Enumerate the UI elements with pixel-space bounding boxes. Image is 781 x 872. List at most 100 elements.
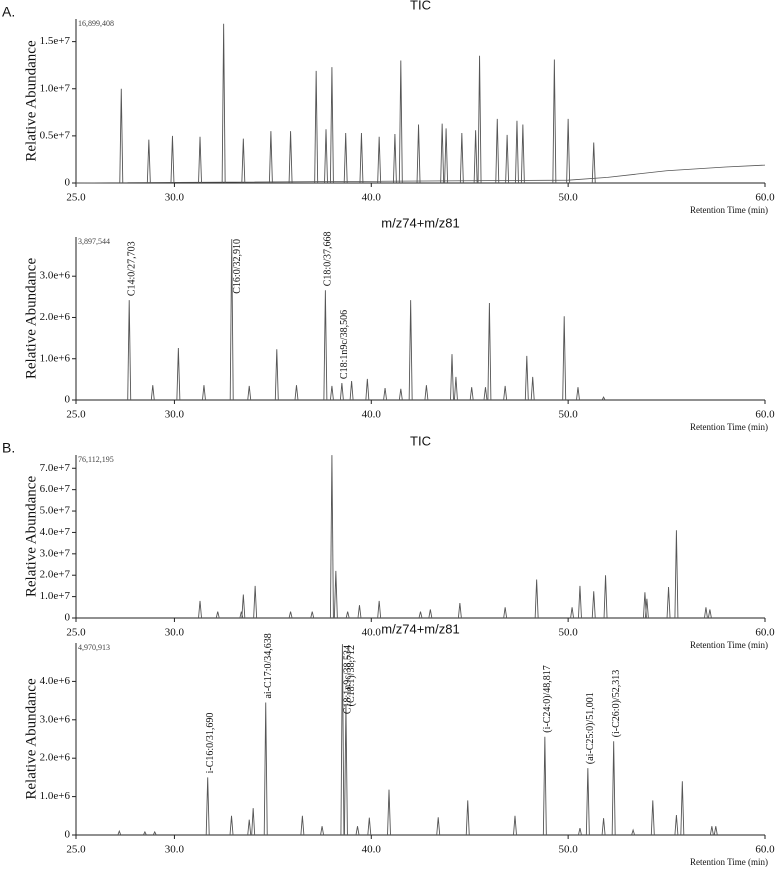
y-tick-label: 1.0e+6 <box>40 352 71 364</box>
peak-annotation: (i-C26:0)/52,313 <box>611 670 622 738</box>
x-tick-label: 30.0 <box>165 627 185 639</box>
peak <box>459 133 464 184</box>
chart-title: TIC <box>410 0 431 12</box>
peak <box>666 586 671 619</box>
x-tick-label: 25.0 <box>66 627 86 639</box>
x-tick-label: 40.0 <box>362 627 382 639</box>
peak <box>310 611 315 619</box>
peak <box>253 585 258 619</box>
peak <box>578 585 582 619</box>
peak <box>603 575 608 619</box>
peak <box>339 383 344 401</box>
x-tick-label: 60.0 <box>755 192 775 204</box>
x-tick-label: 60.0 <box>755 409 775 421</box>
peak <box>146 139 151 184</box>
peak <box>585 768 590 836</box>
peak <box>552 59 557 184</box>
peak <box>524 355 529 401</box>
x-tick-label: 30.0 <box>165 844 185 856</box>
peak <box>288 131 293 184</box>
peak <box>247 385 252 401</box>
peak <box>503 607 508 619</box>
peak <box>566 118 571 184</box>
y-tick-label: 4.0e+7 <box>40 526 71 538</box>
y-axis-label: Relative Abundance <box>23 40 39 162</box>
peak <box>340 644 345 836</box>
chart-title: m/z74+m/z81 <box>381 621 459 636</box>
peak <box>713 826 718 836</box>
peak <box>450 354 454 401</box>
peak-annotation: (C18:1)/38,712 <box>346 645 357 706</box>
peak <box>505 134 510 184</box>
peak <box>294 385 299 401</box>
peak <box>127 300 132 401</box>
peak <box>343 133 348 184</box>
peak <box>465 800 470 836</box>
peak <box>377 136 382 184</box>
peak <box>367 817 372 836</box>
peak <box>530 376 535 401</box>
peak <box>457 602 462 619</box>
x-tick-label: 50.0 <box>559 627 579 639</box>
peak <box>365 378 370 401</box>
peak <box>515 120 519 184</box>
y-tick-label: 2.0e+7 <box>40 569 71 581</box>
peak-annotation: C18:0/37,668 <box>323 231 334 286</box>
peak-annotation: C18:1n9c/38,506 <box>339 310 350 379</box>
peak <box>142 830 147 836</box>
peak <box>503 385 508 401</box>
peak <box>320 826 325 836</box>
peak <box>357 605 362 619</box>
peak <box>251 808 256 836</box>
peak <box>408 300 413 401</box>
peak <box>274 349 279 401</box>
peak <box>119 88 124 184</box>
panel-label: A. <box>2 4 15 20</box>
peak <box>570 607 575 619</box>
peak <box>418 611 423 619</box>
x-tick-label: 25.0 <box>66 844 86 856</box>
peak <box>324 129 328 184</box>
peak <box>349 380 354 401</box>
peak <box>221 23 226 184</box>
peak <box>440 123 445 184</box>
peak <box>343 704 348 836</box>
panel-label: B. <box>2 440 15 456</box>
peak <box>359 133 364 184</box>
peak <box>534 579 539 619</box>
x-tick-label: 25.0 <box>66 409 86 421</box>
peak <box>300 815 305 836</box>
y-tick-label: 1.5e+7 <box>40 35 71 47</box>
peak <box>469 387 474 401</box>
peak <box>263 702 268 836</box>
x-tick-label: 25.0 <box>66 192 86 204</box>
peak <box>377 600 382 619</box>
peak <box>578 827 582 836</box>
peak <box>591 142 596 184</box>
x-axis-label: Retention Time (min) <box>690 640 768 650</box>
max-intensity: 3,897,544 <box>78 237 110 246</box>
peak <box>416 124 421 184</box>
peak <box>247 819 252 836</box>
peak-annotation: C16:0/32,910 <box>232 239 243 294</box>
peak <box>631 828 636 836</box>
peak <box>453 376 458 401</box>
peak <box>398 388 403 401</box>
y-tick-label: 1.0e+7 <box>40 82 71 94</box>
max-intensity: 16,899,408 <box>78 19 114 28</box>
peak <box>176 347 181 401</box>
y-axis-label: Relative Abundance <box>23 476 39 598</box>
peak <box>650 800 655 836</box>
peak <box>601 818 606 836</box>
x-tick-label: 40.0 <box>362 409 382 421</box>
peak <box>288 611 293 619</box>
peak <box>323 290 328 401</box>
peak-annotation: ai-C17:0/34,638 <box>263 633 274 698</box>
y-tick-label: 0.5e+7 <box>40 129 71 141</box>
peak <box>674 814 679 836</box>
x-tick-label: 30.0 <box>165 192 185 204</box>
y-tick-label: 2.0e+6 <box>40 311 71 323</box>
peak <box>591 591 596 619</box>
x-axis-label: Retention Time (min) <box>690 205 768 215</box>
x-tick-label: 40.0 <box>362 192 382 204</box>
